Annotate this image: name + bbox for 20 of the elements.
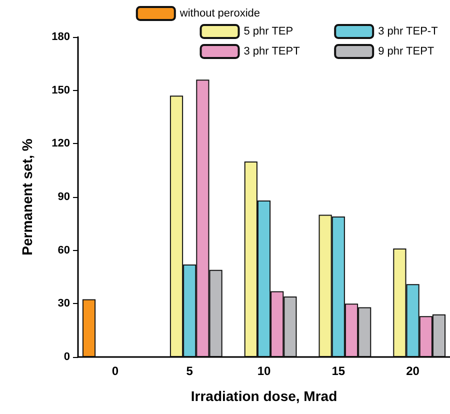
y-tick-label: 0 [64,351,70,363]
y-tick-label: 180 [52,31,70,43]
x-tick-label: 10 [257,364,271,378]
y-tick-label: 60 [58,244,70,256]
legend-label: without peroxide [178,8,260,20]
y-axis-title: Permanent set, % [19,138,35,256]
legend-label: 3 phr TEPT [244,46,300,58]
y-tick-label: 90 [58,191,70,203]
x-tick-label: 0 [112,364,119,378]
x-tick-label: 15 [332,364,346,378]
legend-label: 5 phr TEP [244,26,294,38]
bar [82,299,96,357]
y-tick-label: 30 [58,298,70,310]
x-tick-label: 5 [186,364,194,378]
y-tick-label: 150 [52,84,70,96]
y-tick-label: 120 [52,138,70,150]
legend-label: 3 phr TEP-T [378,26,438,38]
x-axis-title: Irradiation dose, Mrad [190,388,338,404]
x-tick-label: 20 [406,364,420,378]
legend-label: 9 phr TEPT [378,46,434,58]
